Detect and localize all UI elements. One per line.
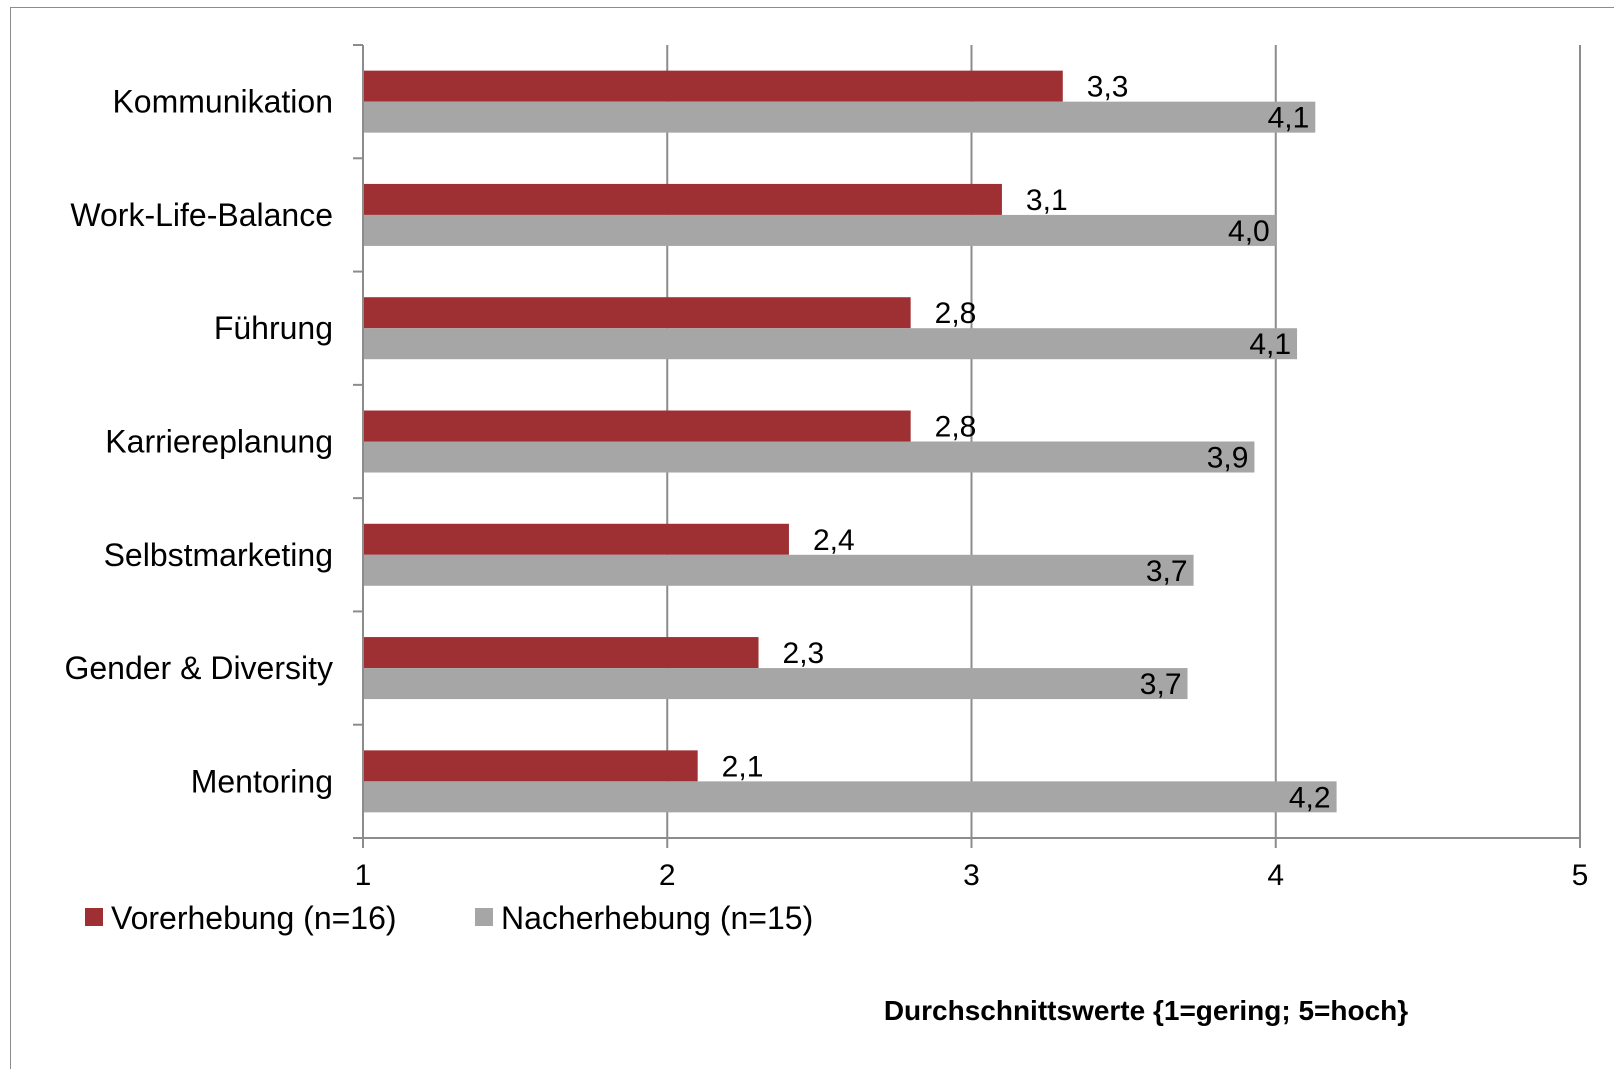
bar-vorerhebung bbox=[363, 297, 911, 329]
x-tick-label: 3 bbox=[963, 859, 980, 892]
category-label: Kommunikation bbox=[112, 84, 333, 120]
data-label: 4,0 bbox=[1228, 215, 1270, 248]
bar-nacherhebung bbox=[363, 328, 1298, 360]
data-label: 4,2 bbox=[1289, 781, 1331, 814]
data-label: 2,3 bbox=[783, 637, 825, 670]
x-tick-label: 5 bbox=[1572, 859, 1589, 892]
x-tick-label: 4 bbox=[1267, 859, 1284, 892]
bar-vorerhebung bbox=[363, 183, 1002, 215]
bar-nacherhebung bbox=[363, 214, 1276, 246]
category-label: Gender & Diversity bbox=[64, 650, 333, 686]
data-label: 3,9 bbox=[1207, 442, 1249, 475]
data-label: 3,1 bbox=[1026, 184, 1068, 217]
legend: Vorerhebung (n=16) Nacherhebung (n=15) bbox=[85, 900, 813, 936]
bar-nacherhebung bbox=[363, 441, 1255, 473]
bar-vorerhebung bbox=[363, 523, 789, 555]
bar-nacherhebung bbox=[363, 101, 1316, 133]
x-tick-label: 2 bbox=[659, 859, 676, 892]
bars bbox=[363, 70, 1337, 813]
bar-nacherhebung bbox=[363, 554, 1194, 586]
bar-nacherhebung bbox=[363, 781, 1337, 813]
data-label: 4,1 bbox=[1249, 328, 1291, 361]
chart-frame bbox=[10, 7, 1614, 1069]
category-label: Mentoring bbox=[191, 763, 333, 799]
axes: 1 2 3 4 5 bbox=[353, 44, 1589, 892]
data-label: 3,7 bbox=[1146, 555, 1188, 588]
x-tick-label: 1 bbox=[355, 859, 372, 892]
bar-vorerhebung bbox=[363, 637, 759, 669]
legend-label: Nacherhebung (n=15) bbox=[501, 900, 813, 936]
category-label: Work-Life-Balance bbox=[70, 197, 333, 233]
category-label: Führung bbox=[214, 310, 333, 346]
legend-label: Vorerhebung (n=16) bbox=[111, 900, 397, 936]
data-label: 4,1 bbox=[1268, 102, 1310, 135]
legend-swatch-nacherhebung bbox=[475, 908, 493, 926]
data-label: 2,4 bbox=[813, 524, 855, 557]
bar-vorerhebung bbox=[363, 410, 911, 442]
data-label: 2,8 bbox=[935, 411, 977, 444]
category-label: Karriereplanung bbox=[105, 424, 333, 460]
legend-swatch-vorerhebung bbox=[85, 908, 103, 926]
x-axis-title: Durchschnittswerte {1=gering; 5=hoch} bbox=[884, 995, 1408, 1026]
data-label: 2,8 bbox=[935, 297, 977, 330]
bar-nacherhebung bbox=[363, 668, 1188, 700]
data-label: 3,3 bbox=[1087, 71, 1129, 104]
data-label: 2,1 bbox=[722, 750, 764, 783]
labels: Kommunikation 3,3 4,1 Work-Life-Balance 3,1 4… bbox=[64, 71, 1330, 815]
bar-vorerhebung bbox=[363, 70, 1063, 102]
category-label: Selbstmarketing bbox=[104, 537, 333, 573]
data-label: 3,7 bbox=[1140, 668, 1182, 701]
bar-vorerhebung bbox=[363, 750, 698, 782]
